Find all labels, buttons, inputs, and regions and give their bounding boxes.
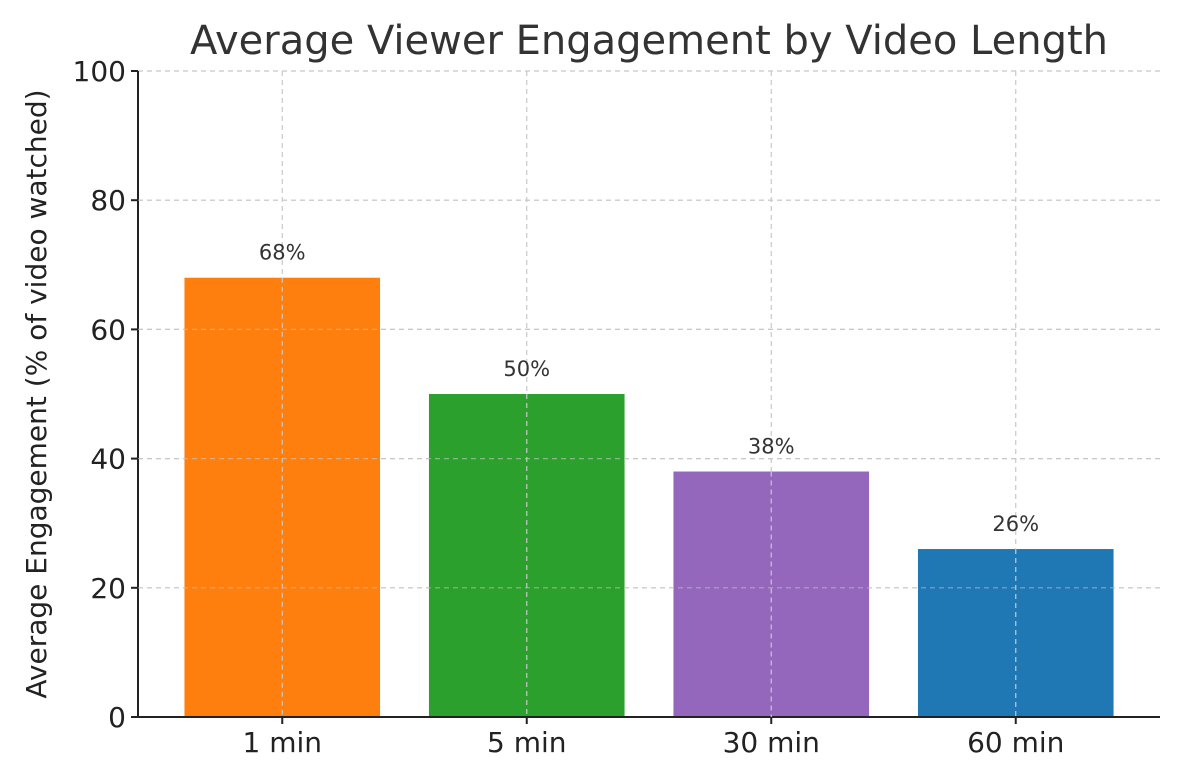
axes: [131, 70, 1160, 724]
data-label: 38%: [748, 435, 795, 459]
y-tick-label: 80: [90, 184, 126, 217]
y-tick-label: 0: [108, 701, 126, 734]
bar-5-min: [428, 394, 625, 717]
y-tick-label: 100: [73, 55, 126, 88]
x-tick-label: 5 min: [487, 726, 567, 759]
x-tick-label: 30 min: [723, 726, 820, 759]
chart-title: Average Viewer Engagement by Video Lengt…: [190, 18, 1108, 64]
y-tick-label: 40: [90, 443, 126, 476]
y-axis-label: Average Engagement (% of video watched): [20, 89, 53, 698]
x-tick-label: 60 min: [967, 726, 1064, 759]
data-label: 68%: [259, 241, 306, 265]
x-tick-label: 1 min: [242, 726, 322, 759]
y-tick-label: 20: [90, 572, 126, 605]
labels: 68% 50% 38% 26% 0 20 40 60 80 100 1 min 5 min 30 min…: [73, 55, 1160, 759]
data-label: 26%: [992, 512, 1039, 536]
data-label: 50%: [503, 357, 550, 381]
bars: [184, 277, 1114, 717]
y-tick-label: 60: [90, 313, 126, 346]
